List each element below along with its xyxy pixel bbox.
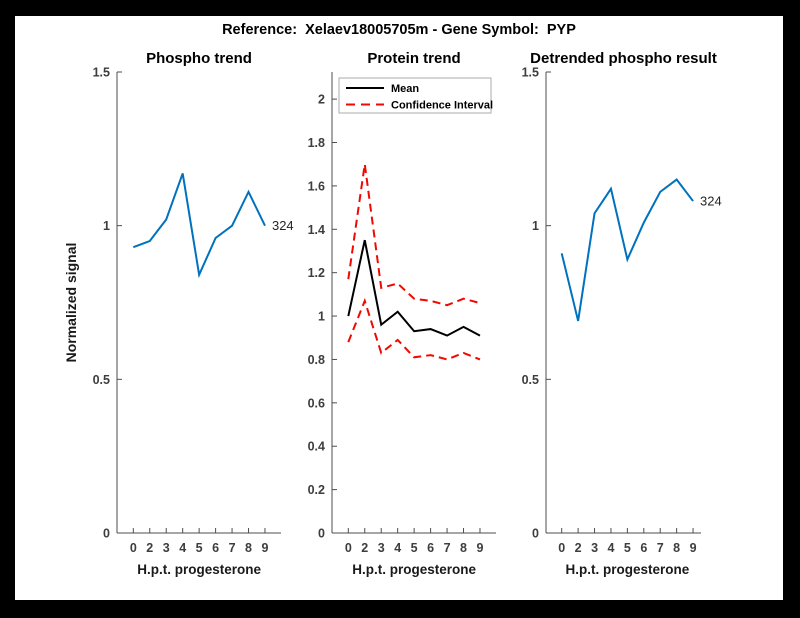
legend-label: Mean xyxy=(391,83,419,95)
x-tick-label: 6 xyxy=(640,541,647,555)
x-tick-label: 8 xyxy=(460,541,467,555)
x-tick-label: 3 xyxy=(378,541,385,555)
y-tick-label: 1.6 xyxy=(308,179,325,193)
x-tick-label: 0 xyxy=(558,541,565,555)
subplot-title: Detrended phospho result xyxy=(530,50,717,67)
legend: Mean Confidence Interval xyxy=(338,77,493,114)
y-tick-label: 1.2 xyxy=(308,266,325,280)
series-end-label: 324 xyxy=(700,194,722,209)
x-tick-label: 0 xyxy=(130,541,137,555)
x-tick-label: 9 xyxy=(690,541,697,555)
legend-box xyxy=(338,77,492,114)
y-tick-label: 1.8 xyxy=(308,136,325,150)
x-tick-label: 2 xyxy=(575,541,582,555)
y-tick-label: 0 xyxy=(532,527,539,541)
x-tick-label: 6 xyxy=(427,541,434,555)
x-tick-label: 9 xyxy=(262,541,269,555)
x-tick-label: 5 xyxy=(411,541,418,555)
series-line-confidence-interval-lower xyxy=(347,297,481,361)
y-tick-label: 1.5 xyxy=(93,66,110,80)
x-tick-label: 7 xyxy=(657,541,664,555)
x-tick-label: 2 xyxy=(146,541,153,555)
x-tick-label: 4 xyxy=(179,541,186,555)
subplot-title: Protein trend xyxy=(367,50,460,67)
x-tick-label: 2 xyxy=(361,541,368,555)
figure-canvas: Reference: Xelaev18005705m - Gene Symbol… xyxy=(15,16,783,600)
x-axis-label: H.p.t. progesterone xyxy=(352,562,476,577)
y-tick-label: 1.5 xyxy=(522,66,539,80)
x-tick-label: 4 xyxy=(394,541,401,555)
x-axis-label: H.p.t. progesterone xyxy=(565,562,689,577)
series-line-confidence-interval-upper xyxy=(347,164,481,307)
y-tick-label: 0.5 xyxy=(522,373,539,387)
y-tick-label: 0.4 xyxy=(308,440,325,454)
x-axis-label: H.p.t. progesterone xyxy=(137,562,261,577)
x-tick-label: 5 xyxy=(196,541,203,555)
x-tick-label: 8 xyxy=(245,541,252,555)
x-tick-label: 7 xyxy=(229,541,236,555)
y-tick-label: 0.6 xyxy=(308,396,325,410)
x-tick-label: 8 xyxy=(673,541,680,555)
y-tick-label: 0 xyxy=(318,527,325,541)
y-tick-label: 1 xyxy=(532,219,539,233)
x-tick-label: 6 xyxy=(212,541,219,555)
y-tick-label: 1.4 xyxy=(308,223,325,237)
subplot-protein-trend: 00.20.40.60.811.21.41.61.820 2 3 4 5 6 7 8 9Prot… xyxy=(308,50,496,577)
series-end-label: 324 xyxy=(272,218,294,233)
y-tick-label: 0.8 xyxy=(308,353,325,367)
y-tick-label: 0.5 xyxy=(93,373,110,387)
legend-label: Confidence Interval xyxy=(391,100,493,112)
y-tick-label: 0.2 xyxy=(308,483,325,497)
x-tick-label: 7 xyxy=(444,541,451,555)
y-tick-label: 1 xyxy=(103,219,110,233)
x-tick-label: 5 xyxy=(624,541,631,555)
x-tick-label: 0 xyxy=(345,541,352,555)
x-tick-label: 4 xyxy=(607,541,614,555)
y-tick-label: 1 xyxy=(318,310,325,324)
series-line-mean xyxy=(347,239,481,337)
x-tick-label: 3 xyxy=(591,541,598,555)
series-line-phospho-signal xyxy=(132,173,266,279)
y-axis-label: Normalized signal xyxy=(63,243,79,363)
subplot-title: Phospho trend xyxy=(146,50,252,67)
series-line-detrended-phospho-signal xyxy=(560,178,694,322)
x-tick-label: 3 xyxy=(163,541,170,555)
x-tick-label: 9 xyxy=(477,541,484,555)
y-tick-label: 0 xyxy=(103,527,110,541)
figure-title: Reference: Xelaev18005705m - Gene Symbol… xyxy=(222,22,576,38)
y-tick-label: 2 xyxy=(318,93,325,107)
